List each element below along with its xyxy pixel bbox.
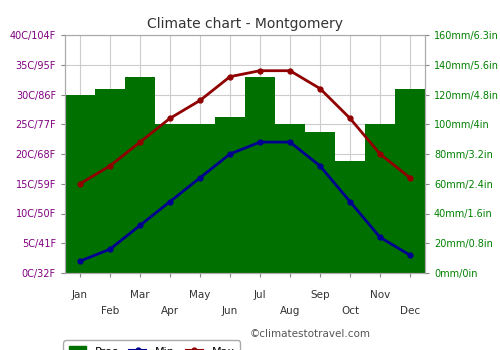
- Text: Jun: Jun: [222, 306, 238, 316]
- Bar: [245, 77, 275, 273]
- Bar: [125, 77, 155, 273]
- Text: May: May: [190, 290, 210, 300]
- Bar: [95, 89, 125, 273]
- Bar: [335, 161, 365, 273]
- Bar: [65, 94, 95, 273]
- Bar: [155, 124, 185, 273]
- Text: Oct: Oct: [341, 306, 359, 316]
- Text: Dec: Dec: [400, 306, 420, 316]
- Bar: [365, 124, 395, 273]
- Bar: [215, 117, 245, 273]
- Legend: Prec, Min, Max: Prec, Min, Max: [64, 341, 240, 350]
- Title: Climate chart - Montgomery: Climate chart - Montgomery: [147, 17, 343, 31]
- Text: Jul: Jul: [254, 290, 266, 300]
- Bar: [275, 124, 305, 273]
- Text: Jan: Jan: [72, 290, 88, 300]
- Text: Apr: Apr: [161, 306, 179, 316]
- Text: Feb: Feb: [101, 306, 119, 316]
- Text: Sep: Sep: [310, 290, 330, 300]
- Text: ©climatestotravel.com: ©climatestotravel.com: [250, 329, 371, 339]
- Text: Mar: Mar: [130, 290, 150, 300]
- Bar: [305, 132, 335, 273]
- Bar: [185, 124, 215, 273]
- Text: Nov: Nov: [370, 290, 390, 300]
- Bar: [395, 89, 425, 273]
- Text: Aug: Aug: [280, 306, 300, 316]
